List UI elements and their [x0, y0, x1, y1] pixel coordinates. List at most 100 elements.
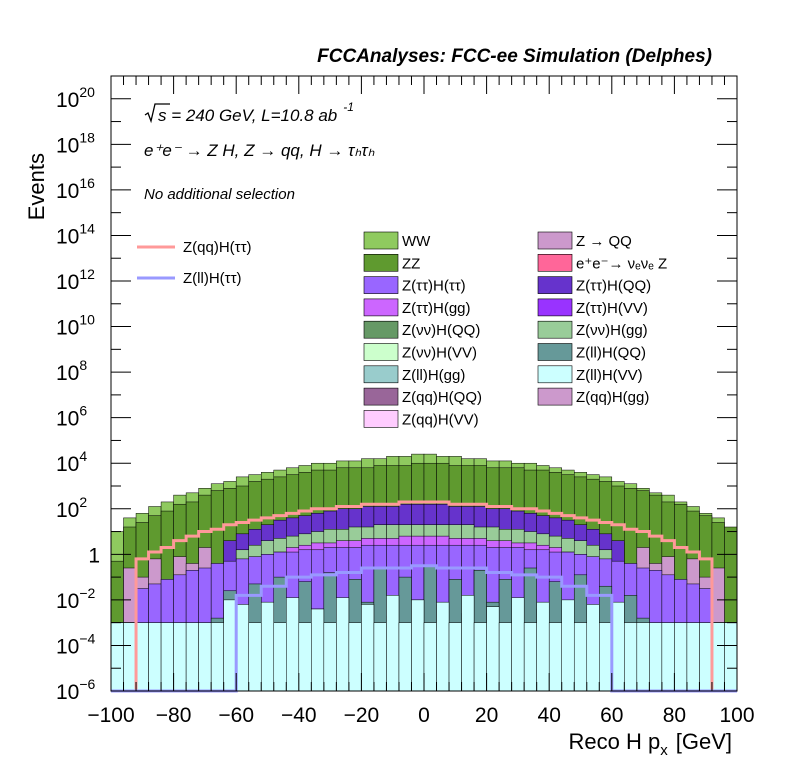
- y-tick-base: 10: [56, 362, 79, 385]
- x-axis-label-unit: [GeV]: [676, 729, 732, 754]
- y-tick-exponent: 6: [79, 403, 87, 419]
- signal-line-1: [111, 564, 737, 693]
- bar: [386, 595, 400, 692]
- bar: [586, 604, 600, 692]
- y-axis: 10−610−410−21102104106108101010121014101…: [56, 75, 737, 704]
- bar: [461, 595, 475, 692]
- bar: [636, 622, 650, 692]
- legend-backgrounds: WW Z → QQ ZZ e⁺e⁻→ νₑνₑ Z Z(ττ)H(ττ) Z(ττ)H(Q…: [363, 231, 667, 428]
- legend-swatch: [363, 276, 399, 294]
- legend-label: Z(ττ)H(QQ): [576, 278, 651, 295]
- legend-label: ZZ: [402, 255, 420, 272]
- x-tick-label: −60: [218, 704, 254, 727]
- bar: [286, 597, 300, 692]
- x-axis-label-main: Reco H p: [569, 729, 661, 754]
- x-tick-label: 80: [663, 704, 686, 727]
- bar: [198, 622, 212, 692]
- legend-swatch: [363, 365, 399, 384]
- legend-label: Z(νν)H(gg): [576, 322, 648, 339]
- y-tick-label: 1: [88, 544, 100, 567]
- bar: [336, 597, 350, 692]
- y-tick-exponent: 4: [79, 448, 87, 464]
- legend-label: Z(ll)H(VV): [576, 367, 643, 384]
- legend-swatch: [537, 365, 573, 384]
- bar: [624, 622, 638, 692]
- bar: [511, 597, 525, 692]
- bar: [411, 599, 425, 692]
- bar: [361, 604, 375, 692]
- bar: [323, 622, 337, 692]
- legend-label: Z(ll)H(QQ): [576, 345, 646, 362]
- legend-swatch: [363, 231, 399, 250]
- bar: [260, 601, 275, 692]
- x-tick-label: 100: [719, 704, 754, 727]
- legend-swatch: [363, 298, 399, 317]
- legend-swatch: [537, 320, 573, 339]
- y-tick-base: 10: [56, 225, 79, 248]
- x-tick-label: −40: [281, 704, 317, 727]
- bar: [448, 622, 462, 692]
- y-tick-label: 108: [56, 357, 87, 385]
- y-tick-label: 10−2: [56, 585, 96, 613]
- x-axis-label: Reco H px [GeV]: [569, 729, 732, 759]
- bar: [523, 622, 537, 692]
- bar: [210, 622, 224, 692]
- annotations: s = 240 GeV, L=10.8 ab -1 e⁺e⁻ → Z H, Z →…: [144, 100, 375, 203]
- legend-label: Z(qq)H(gg): [576, 389, 649, 406]
- y-tick-exponent: 20: [79, 84, 95, 100]
- legend-swatch: [363, 320, 399, 339]
- y-tick-label: 1018: [56, 129, 95, 157]
- y-tick-exponent: −2: [79, 585, 95, 601]
- sqrt-symbol: [144, 103, 170, 124]
- legend-signals: Z(qq)H(ττ) Z(ll)H(ττ): [137, 239, 252, 287]
- bar: [135, 622, 149, 692]
- y-tick-exponent: 2: [79, 494, 87, 510]
- bar: [561, 599, 575, 692]
- y-tick-label: 106: [56, 403, 87, 431]
- y-tick-label: 104: [56, 448, 87, 476]
- legend-swatch: [537, 343, 573, 361]
- legend-label: Z(νν)H(QQ): [402, 322, 480, 339]
- y-tick-exponent: 8: [79, 357, 87, 373]
- bar: [573, 622, 588, 692]
- bar: [536, 601, 550, 692]
- y-tick-exponent: 12: [79, 266, 95, 282]
- y-tick-base: 10: [56, 134, 79, 157]
- bar: [661, 622, 675, 692]
- legend-swatch: [537, 387, 573, 406]
- x-axis: −100 −80 −60 −40 −20 0 20 40 60 80 100: [87, 76, 755, 727]
- y-tick-exponent: 18: [79, 129, 95, 145]
- x-tick-label: 60: [600, 704, 623, 727]
- bar: [674, 622, 688, 692]
- legend-swatch: [363, 410, 399, 428]
- legend-label: Z(ττ)H(ττ): [402, 278, 466, 295]
- selection-annotation: No additional selection: [144, 186, 295, 203]
- legend-label: Z(qq)H(QQ): [402, 389, 482, 406]
- bar: [686, 622, 700, 692]
- bar: [724, 622, 738, 692]
- signal-line-0: [111, 500, 737, 693]
- y-axis-label: Events: [24, 153, 49, 220]
- y-tick-base: 10: [56, 453, 79, 476]
- y-tick-exponent: −6: [79, 676, 95, 692]
- y-tick-base: 10: [56, 408, 79, 431]
- bar: [110, 622, 124, 692]
- legend-label: e⁺e⁻→ νₑνₑ Z: [576, 255, 667, 272]
- bar: [248, 622, 262, 692]
- legend-swatch: [363, 343, 399, 361]
- bar: [298, 622, 312, 692]
- layer-band-6: [110, 595, 738, 692]
- bar: [173, 622, 187, 692]
- x-tick-label: 40: [538, 704, 561, 727]
- process-annotation: e⁺e⁻ → Z H, Z → qq, H → τₕτₕ: [144, 141, 375, 160]
- y-tick-base: 10: [56, 89, 79, 112]
- energy-text: s = 240 GeV, L=10.8 ab: [158, 106, 337, 125]
- energy-exponent: -1: [343, 100, 354, 114]
- chart-title: FCCAnalyses: FCC-ee Simulation (Delphes): [317, 46, 712, 67]
- bar: [711, 622, 725, 692]
- x-tick-label: −80: [156, 704, 192, 727]
- legend-label: Z → QQ: [576, 233, 632, 250]
- bar: [348, 622, 362, 692]
- y-tick-exponent: −4: [79, 630, 95, 646]
- y-tick-label: 1010: [56, 312, 95, 340]
